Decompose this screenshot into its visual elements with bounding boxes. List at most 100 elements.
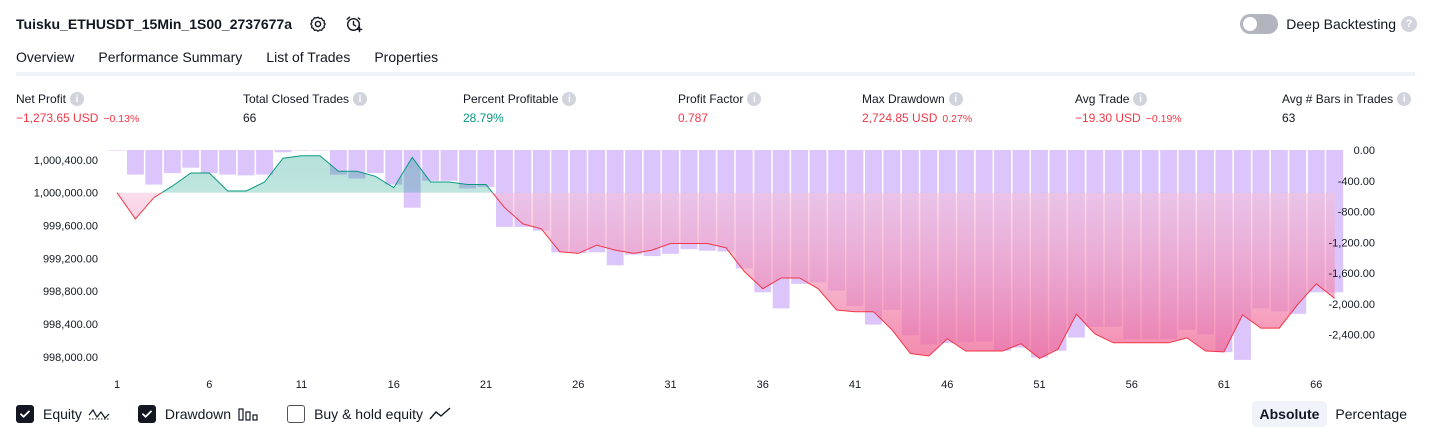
info-icon[interactable]: i (70, 92, 85, 106)
x-tick-label: 46 (941, 379, 953, 391)
y-right-tick-label: -1,200.00 (1329, 237, 1375, 249)
metrics-row: Net Profit i −1,273.65 USD −0.13% Total Cl… (16, 92, 1416, 132)
x-tick-label: 21 (480, 379, 492, 391)
metric-percent-profitable: Percent Profitable i 28.79% (463, 92, 577, 125)
metric-title: Total Closed Trades (243, 92, 350, 106)
deep-backtesting-label: Deep Backtesting (1286, 16, 1396, 32)
metric-percent: −0.19% (1145, 113, 1182, 125)
y-axis-right: 0.00 -400.00 -800.00 -1,200.00 -1,600.00 -2,0… (1329, 145, 1375, 342)
deep-backtesting: Deep Backtesting ? (1240, 12, 1417, 36)
equity-line (116, 155, 1336, 359)
tab-bar: Overview Performance Summary List of Tra… (16, 48, 462, 76)
buy-hold-label: Buy & hold equity (314, 406, 424, 422)
drawdown-bar (256, 150, 273, 175)
equity-checkbox[interactable] (16, 405, 34, 423)
metric-title: Max Drawdown (862, 92, 945, 106)
info-icon[interactable]: i (562, 92, 577, 106)
metric-title: Avg # Bars in Trades (1282, 92, 1394, 106)
gear-icon[interactable] (308, 14, 328, 34)
tab-properties[interactable]: Properties (374, 49, 439, 65)
metric-value: −19.30 USD (1075, 111, 1141, 125)
drawdown-bar (200, 150, 218, 174)
scale-mode-switch: Absolute Percentage (1251, 400, 1416, 428)
drawdown-bar (108, 150, 126, 151)
equity-loss-area (117, 192, 1335, 359)
y-right-tick-label: -2,400.00 (1329, 330, 1375, 342)
line-chart-icon (429, 407, 451, 420)
tab-list-of-trades[interactable]: List of Trades (266, 49, 351, 65)
drawdown-bar (182, 150, 200, 168)
y-left-tick-label: 998,400.00 (43, 319, 98, 331)
metric-value: 0.787 (678, 111, 709, 125)
metric-avg-trade: Avg Trade i −19.30 USD −0.19% (1075, 92, 1182, 125)
x-tick-label: 56 (1126, 379, 1138, 391)
info-icon[interactable]: i (747, 92, 762, 106)
equity-loss-line (116, 192, 1336, 359)
y-right-tick-label: 0.00 (1354, 145, 1375, 157)
x-tick-label: 36 (757, 379, 769, 391)
drawdown-label: Drawdown (164, 406, 232, 422)
x-tick-label: 66 (1310, 379, 1322, 391)
x-tick-label: 1 (114, 379, 120, 391)
info-icon[interactable]: i (1133, 92, 1148, 106)
drawdown-bar (274, 150, 292, 153)
strategy-header: Tuisku_ETHUSDT_15Min_1S00_2737677a (16, 12, 364, 36)
drawdown-bar (385, 150, 403, 185)
drawdown-bar (311, 150, 329, 151)
y-left-tick-label: 999,600.00 (43, 221, 98, 233)
tabs-divider (16, 72, 1415, 76)
equity-chart[interactable]: 1,000,400.00 1,000,000.00 999,600.00 999,20… (0, 140, 1431, 395)
y-left-tick-label: 998,800.00 (43, 286, 98, 298)
drawdown-bar (366, 150, 384, 174)
drawdown-bar (127, 150, 144, 175)
drawdown-bar (163, 150, 181, 174)
x-tick-label: 31 (664, 379, 676, 391)
metric-percent: 0.27% (942, 113, 973, 125)
percentage-button[interactable]: Percentage (1335, 406, 1407, 422)
deep-backtesting-toggle[interactable] (1240, 14, 1279, 34)
info-icon[interactable]: i (353, 92, 368, 106)
drawdown-bar (219, 150, 237, 175)
chart-legend: Equity Drawdown Buy & hold equity (16, 403, 479, 425)
metric-net-profit: Net Profit i −1,273.65 USD −0.13% (16, 92, 139, 125)
x-tick-label: 11 (296, 379, 307, 391)
metric-max-drawdown: Max Drawdown i 2,724.85 USD 0.27% (862, 92, 972, 125)
info-icon[interactable]: i (1397, 92, 1412, 106)
drawdown-bar (440, 150, 458, 181)
y-left-tick-label: 1,000,400.00 (34, 155, 98, 167)
toggle-knob (1243, 17, 1258, 31)
equity-profit-area (117, 155, 1335, 193)
drawdown-bar (145, 150, 163, 185)
strategy-name: Tuisku_ETHUSDT_15Min_1S00_2737677a (16, 16, 292, 32)
drawdown-bar (293, 150, 310, 151)
metric-avg-bars-in-trades: Avg # Bars in Trades i 63 (1282, 92, 1412, 125)
info-icon[interactable]: i (948, 92, 963, 106)
legend-buy-hold[interactable]: Buy & hold equity (287, 405, 451, 423)
metric-percent: −0.13% (103, 113, 140, 125)
buy-hold-checkbox[interactable] (287, 405, 306, 423)
bar-chart-icon (238, 408, 258, 421)
y-right-tick-label: -400.00 (1338, 176, 1375, 188)
alarm-clock-plus-icon[interactable] (344, 14, 364, 34)
x-axis: 1 6 11 16 21 26 31 36 41 46 51 56 61 66 (114, 379, 1322, 391)
equity-label: Equity (43, 406, 82, 422)
drawdown-bar (422, 150, 440, 181)
drawdown-bar (496, 150, 513, 227)
y-right-tick-label: -1,600.00 (1329, 268, 1375, 280)
equity-area-icon (88, 408, 110, 420)
drawdown-checkbox[interactable] (137, 405, 156, 423)
metric-value: −1,273.65 USD (16, 111, 99, 125)
metric-title: Profit Factor (678, 92, 744, 106)
absolute-button[interactable]: Absolute (1251, 401, 1328, 427)
metric-value: 63 (1282, 111, 1296, 125)
legend-equity[interactable]: Equity (16, 405, 110, 423)
metric-total-closed-trades: Total Closed Trades i 66 (243, 92, 368, 125)
tab-performance-summary[interactable]: Performance Summary (98, 49, 243, 65)
metric-value: 66 (243, 111, 257, 125)
metric-value: 28.79% (463, 111, 504, 125)
y-axis-left: 1,000,400.00 1,000,000.00 999,600.00 999,20… (34, 155, 98, 364)
y-left-tick-label: 998,000.00 (43, 352, 98, 364)
help-icon[interactable]: ? (1401, 16, 1417, 32)
x-tick-label: 61 (1218, 379, 1230, 391)
legend-drawdown[interactable]: Drawdown (137, 405, 259, 423)
